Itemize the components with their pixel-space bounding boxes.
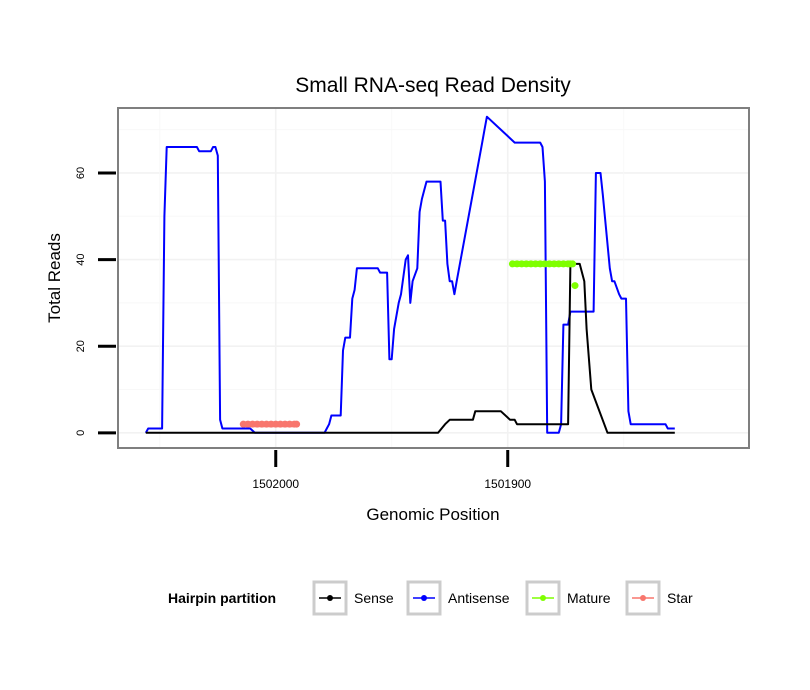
legend-key-point-star xyxy=(640,595,646,601)
legend-key-point-antisense xyxy=(421,595,427,601)
y-tick-label: 20 xyxy=(75,340,87,352)
legend-label-antisense: Antisense xyxy=(448,590,510,606)
legend-key-point-mature xyxy=(540,595,546,601)
legend-key-point-sense xyxy=(327,595,333,601)
legend-label-sense: Sense xyxy=(354,590,394,606)
legend: Hairpin partition Sense Antisense Mature… xyxy=(168,580,693,616)
legend-title: Hairpin partition xyxy=(168,590,276,606)
series-layer xyxy=(144,115,675,434)
x-tick-label: 1501900 xyxy=(484,477,531,491)
x-axis-title: Genomic Position xyxy=(366,505,499,524)
x-tick-label: 1502000 xyxy=(252,477,299,491)
panel-background xyxy=(118,108,749,448)
legend-item-star: Star xyxy=(625,580,693,616)
x-axis: 1502000 1501900 xyxy=(252,450,531,491)
y-tick-label: 40 xyxy=(75,253,87,265)
y-axis-title: Total Reads xyxy=(45,233,64,323)
chart-title: Small RNA-seq Read Density xyxy=(295,74,571,97)
y-axis: 0 20 40 60 xyxy=(75,167,116,436)
panel-border xyxy=(117,107,750,449)
mature-point xyxy=(571,282,579,290)
series-line-antisense xyxy=(144,115,675,434)
legend-label-star: Star xyxy=(667,590,693,606)
legend-item-mature: Mature xyxy=(525,580,611,616)
legend-label-mature: Mature xyxy=(567,590,611,606)
star-point xyxy=(293,420,301,428)
y-tick-label: 0 xyxy=(75,430,87,436)
legend-item-sense: Sense xyxy=(312,580,394,616)
mature-point xyxy=(569,260,577,268)
y-tick-label: 60 xyxy=(75,167,87,179)
legend-item-antisense: Antisense xyxy=(406,580,510,616)
panel-grid xyxy=(118,108,749,448)
